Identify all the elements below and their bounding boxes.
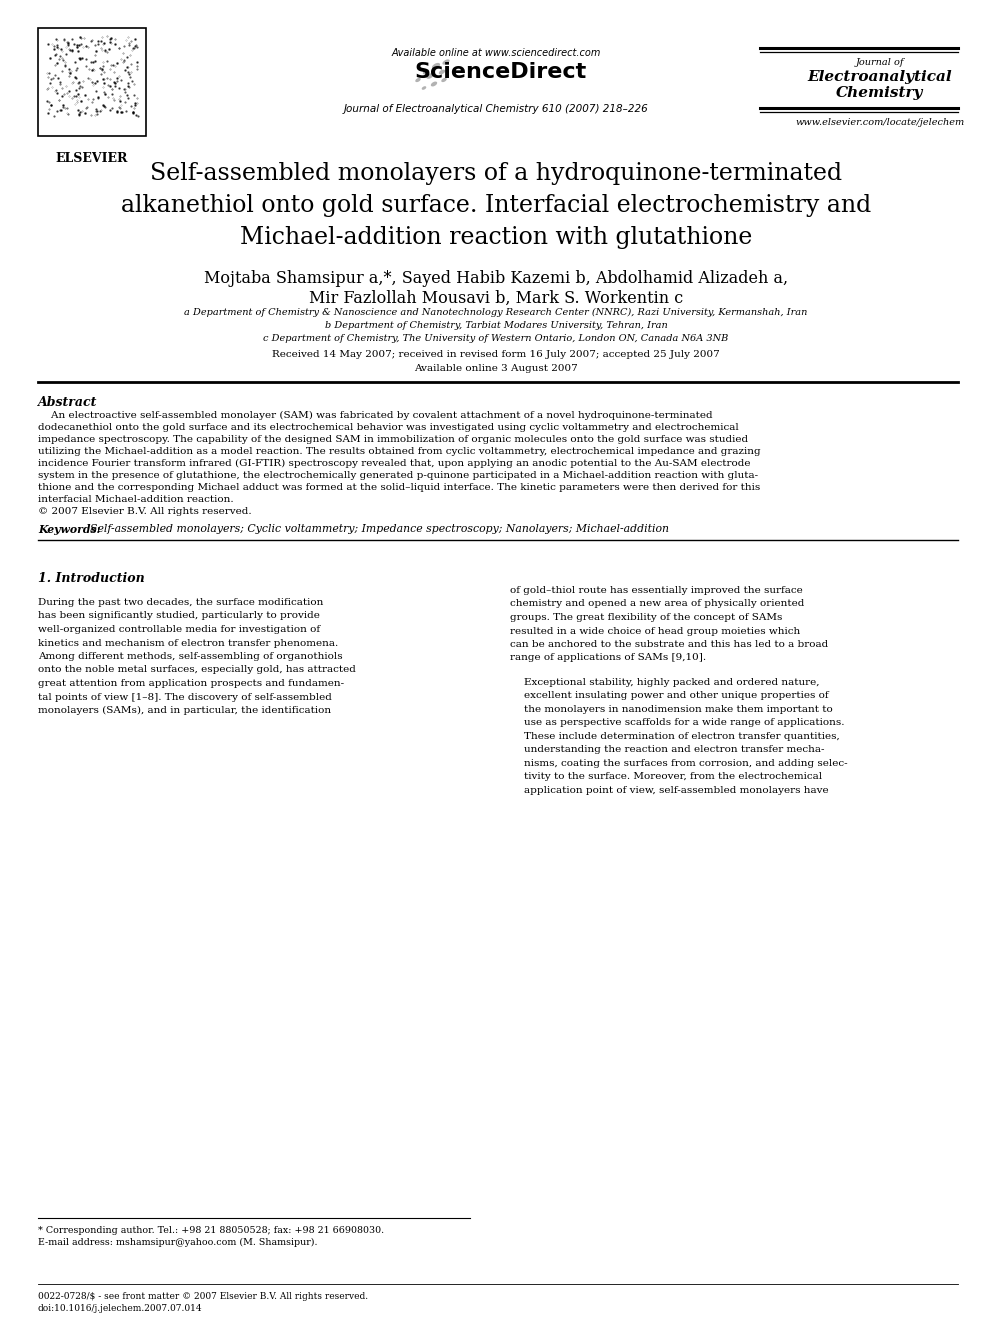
- Text: b Department of Chemistry, Tarbiat Modares University, Tehran, Iran: b Department of Chemistry, Tarbiat Modar…: [324, 321, 668, 329]
- Text: Chemistry: Chemistry: [836, 86, 924, 101]
- Text: application point of view, self-assembled monolayers have: application point of view, self-assemble…: [524, 786, 828, 795]
- Text: Received 14 May 2007; received in revised form 16 July 2007; accepted 25 July 20: Received 14 May 2007; received in revise…: [272, 351, 720, 359]
- Text: tal points of view [1–8]. The discovery of self-assembled: tal points of view [1–8]. The discovery …: [38, 692, 332, 701]
- Text: resulted in a wide choice of head group moieties which: resulted in a wide choice of head group …: [510, 627, 801, 635]
- Text: Among different methods, self-assembling of organothiols: Among different methods, self-assembling…: [38, 652, 342, 662]
- Text: system in the presence of glutathione, the electrochemically generated p-quinone: system in the presence of glutathione, t…: [38, 471, 758, 480]
- Bar: [38, 28, 146, 136]
- Ellipse shape: [442, 60, 449, 65]
- Text: Journal of Electroanalytical Chemistry 610 (2007) 218–226: Journal of Electroanalytical Chemistry 6…: [343, 105, 649, 114]
- Ellipse shape: [441, 78, 446, 82]
- Text: Journal of: Journal of: [856, 58, 905, 67]
- Text: E-mail address: mshamsipur@yahoo.com (M. Shamsipur).: E-mail address: mshamsipur@yahoo.com (M.…: [38, 1238, 317, 1248]
- Text: the monolayers in nanodimension make them important to: the monolayers in nanodimension make the…: [524, 705, 832, 714]
- Text: Available online 3 August 2007: Available online 3 August 2007: [414, 364, 578, 373]
- Text: 1. Introduction: 1. Introduction: [38, 572, 145, 585]
- Text: interfacial Michael-addition reaction.: interfacial Michael-addition reaction.: [38, 495, 234, 504]
- Text: Electroanalytical: Electroanalytical: [807, 70, 952, 83]
- Text: groups. The great flexibility of the concept of SAMs: groups. The great flexibility of the con…: [510, 613, 783, 622]
- Text: These include determination of electron transfer quantities,: These include determination of electron …: [524, 732, 840, 741]
- Ellipse shape: [416, 78, 421, 82]
- Text: Exceptional stability, highly packed and ordered nature,: Exceptional stability, highly packed and…: [524, 677, 819, 687]
- Text: ScienceDirect: ScienceDirect: [415, 62, 587, 82]
- Text: excellent insulating power and other unique properties of: excellent insulating power and other uni…: [524, 692, 828, 700]
- Text: Mir Fazlollah Mousavi b, Mark S. Workentin c: Mir Fazlollah Mousavi b, Mark S. Workent…: [309, 290, 683, 307]
- Text: onto the noble metal surfaces, especially gold, has attracted: onto the noble metal surfaces, especiall…: [38, 665, 356, 675]
- Text: * Corresponding author. Tel.: +98 21 88050528; fax: +98 21 66908030.: * Corresponding author. Tel.: +98 21 880…: [38, 1226, 384, 1234]
- Text: chemistry and opened a new area of physically oriented: chemistry and opened a new area of physi…: [510, 599, 805, 609]
- Text: Keywords:: Keywords:: [38, 524, 100, 534]
- Text: well-organized controllable media for investigation of: well-organized controllable media for in…: [38, 624, 320, 634]
- Text: alkanethiol onto gold surface. Interfacial electrochemistry and: alkanethiol onto gold surface. Interfaci…: [121, 194, 871, 217]
- Text: ELSEVIER: ELSEVIER: [56, 152, 128, 165]
- Text: kinetics and mechanism of electron transfer phenomena.: kinetics and mechanism of electron trans…: [38, 639, 338, 647]
- Text: Self-assembled monolayers; Cyclic voltammetry; Impedance spectroscopy; Nanolayer: Self-assembled monolayers; Cyclic voltam…: [90, 524, 669, 534]
- Ellipse shape: [432, 64, 440, 69]
- Text: www.elsevier.com/locate/jelechem: www.elsevier.com/locate/jelechem: [796, 118, 964, 127]
- Text: great attention from application prospects and fundamen-: great attention from application prospec…: [38, 679, 344, 688]
- Ellipse shape: [431, 82, 437, 86]
- Ellipse shape: [427, 73, 434, 79]
- Text: During the past two decades, the surface modification: During the past two decades, the surface…: [38, 598, 323, 607]
- Ellipse shape: [438, 70, 445, 74]
- Text: An electroactive self-assembled monolayer (SAM) was fabricated by covalent attac: An electroactive self-assembled monolaye…: [38, 411, 712, 421]
- Text: of gold–thiol route has essentially improved the surface: of gold–thiol route has essentially impr…: [510, 586, 803, 595]
- Text: Abstract: Abstract: [38, 396, 97, 409]
- Text: has been significantly studied, particularly to provide: has been significantly studied, particul…: [38, 611, 319, 620]
- Text: tivity to the surface. Moreover, from the electrochemical: tivity to the surface. Moreover, from th…: [524, 773, 822, 782]
- Text: range of applications of SAMs [9,10].: range of applications of SAMs [9,10].: [510, 654, 706, 663]
- Text: use as perspective scaffolds for a wide range of applications.: use as perspective scaffolds for a wide …: [524, 718, 844, 728]
- Text: incidence Fourier transform infrared (GI-FTIR) spectroscopy revealed that, upon : incidence Fourier transform infrared (GI…: [38, 459, 751, 468]
- Text: understanding the reaction and electron transfer mecha-: understanding the reaction and electron …: [524, 745, 824, 754]
- Text: doi:10.1016/j.jelechem.2007.07.014: doi:10.1016/j.jelechem.2007.07.014: [38, 1304, 202, 1312]
- Text: thione and the corresponding Michael adduct was formed at the solid–liquid inter: thione and the corresponding Michael add…: [38, 483, 760, 492]
- Text: c Department of Chemistry, The University of Western Ontario, London ON, Canada : c Department of Chemistry, The Universit…: [263, 333, 729, 343]
- Text: Mojtaba Shamsipur a,*, Sayed Habib Kazemi b, Abdolhamid Alizadeh a,: Mojtaba Shamsipur a,*, Sayed Habib Kazem…: [204, 270, 788, 287]
- Text: a Department of Chemistry & Nanoscience and Nanotechnology Research Center (NNRC: a Department of Chemistry & Nanoscience …: [185, 308, 807, 318]
- Text: © 2007 Elsevier B.V. All rights reserved.: © 2007 Elsevier B.V. All rights reserved…: [38, 507, 252, 516]
- Ellipse shape: [422, 86, 427, 90]
- Text: dodecanethiol onto the gold surface and its electrochemical behavior was investi: dodecanethiol onto the gold surface and …: [38, 423, 739, 433]
- Text: 0022-0728/$ - see front matter © 2007 Elsevier B.V. All rights reserved.: 0022-0728/$ - see front matter © 2007 El…: [38, 1293, 368, 1301]
- Text: nisms, coating the surfaces from corrosion, and adding selec-: nisms, coating the surfaces from corrosi…: [524, 759, 847, 767]
- Text: Self-assembled monolayers of a hydroquinone-terminated: Self-assembled monolayers of a hydroquin…: [150, 161, 842, 185]
- Text: impedance spectroscopy. The capability of the designed SAM in immobilization of : impedance spectroscopy. The capability o…: [38, 435, 748, 445]
- Text: can be anchored to the substrate and this has led to a broad: can be anchored to the substrate and thi…: [510, 640, 828, 650]
- Text: monolayers (SAMs), and in particular, the identification: monolayers (SAMs), and in particular, th…: [38, 706, 331, 716]
- Text: Michael-addition reaction with glutathione: Michael-addition reaction with glutathio…: [240, 226, 752, 249]
- Text: utilizing the Michael-addition as a model reaction. The results obtained from cy: utilizing the Michael-addition as a mode…: [38, 447, 761, 456]
- Text: Available online at www.sciencedirect.com: Available online at www.sciencedirect.co…: [391, 48, 601, 58]
- Ellipse shape: [423, 70, 430, 74]
